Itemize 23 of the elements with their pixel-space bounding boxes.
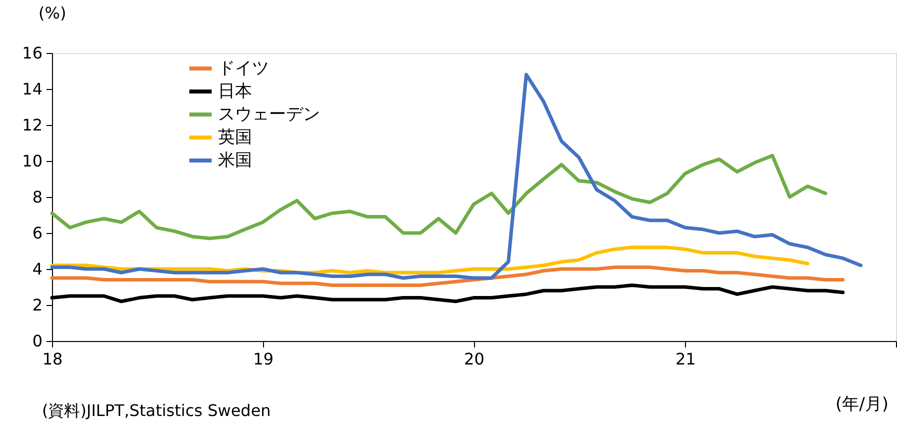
legend-label: ドイツ xyxy=(218,58,269,78)
x-tick-label: 21 xyxy=(675,350,696,368)
text: (資料)JILPT,Statistics Sweden xyxy=(42,401,271,420)
y-tick-label: 16 xyxy=(22,44,42,62)
line-series xyxy=(50,265,845,287)
y-tick-label: 8 xyxy=(32,188,42,206)
x-tick-label: 20 xyxy=(464,350,484,368)
y-tick-label: 12 xyxy=(22,116,42,134)
line-series xyxy=(50,154,828,240)
y-tick-label: 6 xyxy=(32,224,42,242)
y-tick-label: 10 xyxy=(22,152,42,170)
legend-label: 英国 xyxy=(218,128,252,148)
y-axis-title: (%) xyxy=(38,4,66,22)
y-tick-label: 14 xyxy=(22,80,42,98)
x-tick-label: 18 xyxy=(42,350,63,368)
x-axis-title: (年/月) xyxy=(836,394,888,414)
y-tick-label: 0 xyxy=(32,332,42,350)
y-tick-label: 4 xyxy=(32,260,42,278)
x-tick-label: 19 xyxy=(253,350,274,368)
legend-label: 米国 xyxy=(218,150,252,170)
y-tick-label: 2 xyxy=(32,296,42,314)
legend-label: 日本 xyxy=(218,82,252,102)
legend-label: スウェーデン xyxy=(218,104,320,124)
